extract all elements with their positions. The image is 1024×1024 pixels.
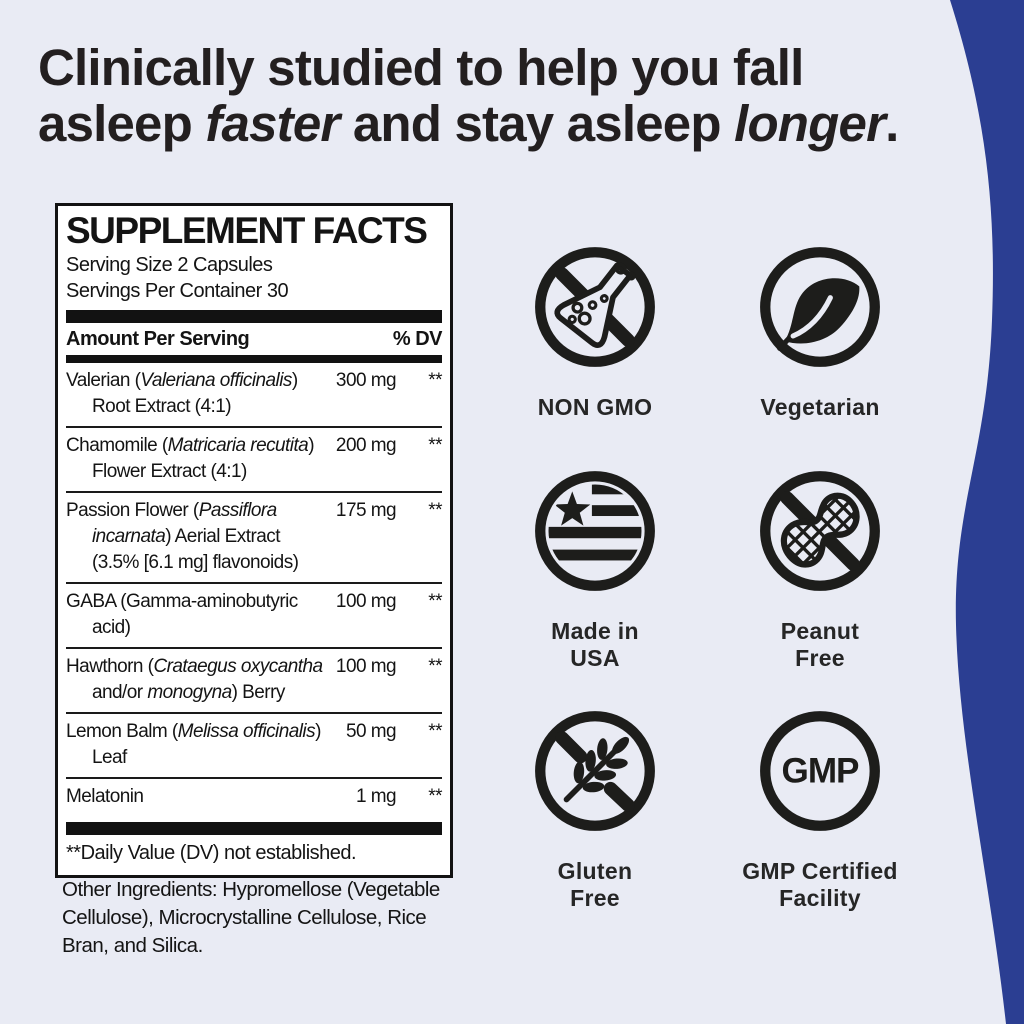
ingredient-amount: 300 mg (335, 370, 397, 391)
amount-per-serving-header: Amount Per Serving (66, 328, 250, 350)
supplement-row: Passion Flower (Passiflora incarnata) Aer… (66, 493, 443, 584)
supplement-row: Chamomile (Matricaria recutita) Flower Ex… (66, 428, 443, 493)
daily-value-footnote: **Daily Value (DV) not established. (66, 842, 357, 864)
ingredient-name: GABA (Gamma-aminobutyric acid) (66, 591, 298, 638)
ingredient-amount: 50 mg (345, 721, 397, 742)
ingredient-name: Hawthorn (Crataegus oxycantha and/or mono… (66, 656, 323, 703)
percent-dv-header: % DV (392, 328, 443, 350)
badge-label: Gluten Free (557, 858, 633, 911)
ingredient-name: Chamomile (Matricaria recutita) Flower Ex… (66, 435, 315, 482)
ingredient-dv: ** (428, 591, 442, 612)
headline-line: asleep faster and stay asleep longer. (38, 95, 899, 152)
no-peanut-icon (710, 469, 930, 593)
badge-label: NON GMO (537, 394, 653, 420)
no-gluten-wheat-icon (485, 709, 705, 833)
divider-bar-thick (66, 310, 442, 323)
ingredient-name: Melatonin (66, 786, 144, 807)
ingredient-dv: ** (428, 435, 442, 456)
badge-vegetarian-leaf: Vegetarian (710, 245, 930, 421)
supplement-row: Hawthorn (Crataegus oxycantha and/or mono… (66, 649, 443, 714)
ingredient-amount: 200 mg (335, 435, 397, 456)
ingredient-amount: 1 mg (355, 786, 397, 807)
badge-label: Made in USA (551, 618, 639, 671)
ingredient-dv: ** (428, 786, 442, 807)
ingredient-amount: 100 mg (335, 591, 397, 612)
supplement-row: Valerian (Valeriana officinalis) Root Ext… (66, 363, 443, 428)
headline-text: Clinically studied to help you fall aslee… (38, 40, 988, 152)
badge-no-gluten-wheat: Gluten Free (485, 709, 705, 912)
ingredient-dv: ** (428, 500, 442, 521)
serving-size-text: Serving Size 2 Capsules (66, 254, 273, 276)
supplement-rows: Valerian (Valeriana officinalis) Root Ext… (66, 363, 443, 816)
supplement-row: Melatonin 1 mg ** (66, 779, 443, 816)
badge-no-gmo-flask: NON GMO (485, 245, 705, 421)
badge-label: GMP Certified Facility (742, 858, 898, 911)
badge-gmp-circle: GMP GMP Certified Facility (710, 709, 930, 912)
supplement-row: Lemon Balm (Melissa officinalis) Leaf 50 m… (66, 714, 443, 779)
ingredient-amount: 100 mg (335, 656, 397, 677)
vegetarian-leaf-icon (710, 245, 930, 369)
ingredient-name: Valerian (Valeriana officinalis) Root Ext… (66, 370, 298, 417)
divider-bar-thin (66, 355, 442, 363)
ingredient-dv: ** (428, 721, 442, 742)
no-gmo-flask-icon (485, 245, 705, 369)
badge-no-peanut: Peanut Free (710, 469, 930, 672)
divider-bar-thick-bottom (66, 822, 442, 835)
ingredient-name: Lemon Balm (Melissa officinalis) Leaf (66, 721, 321, 768)
other-ingredients-text: Other Ingredients: Hypromellose (Vegetab… (62, 878, 440, 957)
supplement-facts-panel: SUPPLEMENT FACTS Serving Size 2 Capsules… (55, 203, 453, 878)
badge-label: Vegetarian (760, 394, 880, 420)
gmp-circle-icon: GMP (710, 709, 930, 833)
table-header-row: Amount Per Serving % DV (66, 323, 443, 355)
supplement-facts-title: SUPPLEMENT FACTS (66, 210, 428, 251)
badge-made-in-usa-flag: Made in USA (485, 469, 705, 672)
ingredient-dv: ** (428, 656, 442, 677)
ingredient-amount: 175 mg (335, 500, 397, 521)
blue-swoosh-path (950, 0, 1024, 1024)
supplement-row: GABA (Gamma-aminobutyric acid) 100 mg ** (66, 584, 443, 649)
headline-line: Clinically studied to help you fall (38, 39, 804, 96)
made-in-usa-flag-icon (485, 469, 705, 593)
servings-per-container-text: Servings Per Container 30 (66, 280, 289, 302)
ingredient-dv: ** (428, 370, 442, 391)
ingredient-name: Passion Flower (Passiflora incarnata) Aer… (66, 500, 299, 573)
badge-label: Peanut Free (780, 618, 860, 671)
svg-text:GMP: GMP (782, 751, 860, 790)
